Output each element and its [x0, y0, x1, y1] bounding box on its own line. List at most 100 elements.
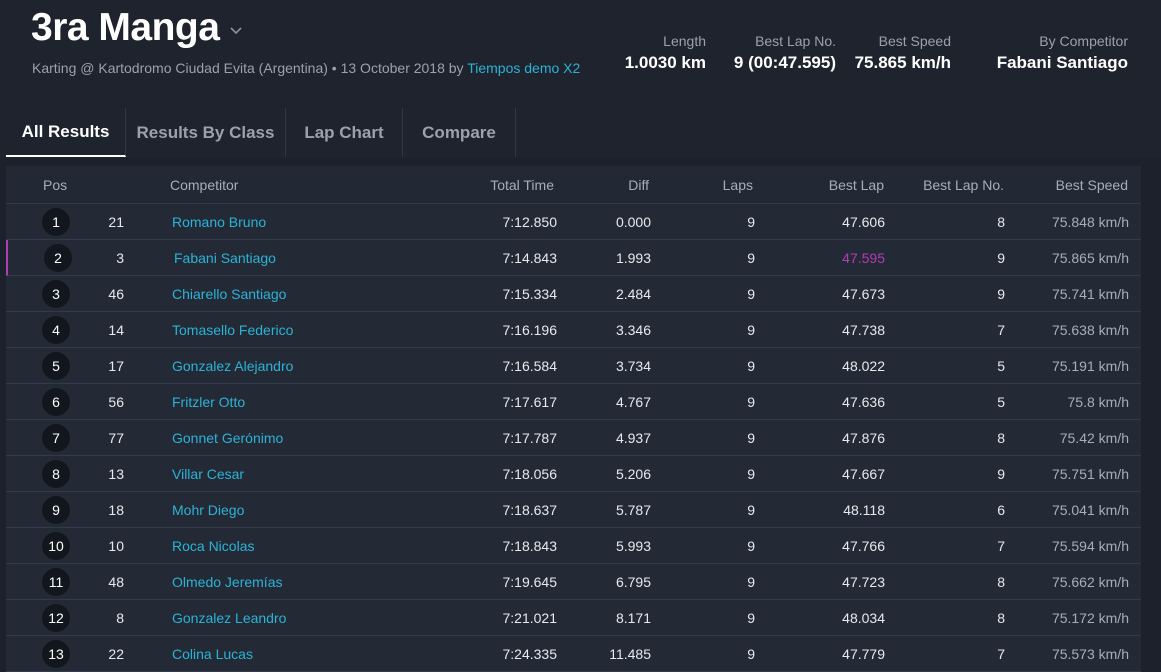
- total-time: 7:19.645: [502, 574, 558, 590]
- total-time: 7:21.021: [502, 610, 558, 626]
- best-speed: 75.594 km/h: [1051, 538, 1129, 554]
- best-lap-time: 47.673: [842, 286, 885, 302]
- best-lap-number: 5: [997, 394, 1005, 410]
- best-lap-time: 48.034: [842, 610, 885, 626]
- best-lap-time: 47.667: [842, 466, 885, 482]
- diff-time: 6.795: [615, 574, 651, 590]
- table-row[interactable]: 9 18 Mohr Diego 7:18.637 5.787 9 48.118 …: [6, 492, 1141, 528]
- best-speed: 75.172 km/h: [1051, 610, 1129, 626]
- best-speed: 75.848 km/h: [1051, 214, 1129, 230]
- best-speed: 75.8 km/h: [1067, 394, 1129, 410]
- competitor-link[interactable]: Roca Nicolas: [172, 538, 255, 554]
- total-time: 7:18.056: [502, 466, 558, 482]
- chevron-down-icon[interactable]: [229, 24, 243, 38]
- competitor-link[interactable]: Chiarello Santiago: [172, 286, 287, 302]
- stat-value: Fabani Santiago: [996, 53, 1128, 72]
- tab-compare[interactable]: Compare: [403, 108, 516, 157]
- competitor-link[interactable]: Gonzalez Leandro: [172, 610, 287, 626]
- best-speed: 75.741 km/h: [1051, 286, 1129, 302]
- laps-count: 9: [747, 538, 755, 554]
- col-best-lap[interactable]: Best Lap: [828, 177, 884, 193]
- stat-value: 9 (00:47.595): [733, 53, 836, 72]
- best-lap-time: 47.876: [842, 430, 885, 446]
- best-lap-number: 7: [997, 646, 1005, 662]
- table-row[interactable]: 5 17 Gonzalez Alejandro 7:16.584 3.734 9…: [6, 348, 1141, 384]
- table-row[interactable]: 7 77 Gonnet Gerónimo 7:17.787 4.937 9 47…: [6, 420, 1141, 456]
- col-competitor[interactable]: Competitor: [170, 177, 239, 193]
- results-table: Pos Competitor Total Time Diff Laps Best…: [6, 166, 1141, 672]
- kart-number: 17: [108, 358, 124, 374]
- position-badge: 4: [42, 316, 70, 344]
- best-speed: 75.638 km/h: [1051, 322, 1129, 338]
- diff-time: 11.485: [609, 646, 651, 662]
- laps-count: 9: [747, 646, 755, 662]
- competitor-link[interactable]: Mohr Diego: [172, 502, 245, 518]
- total-time: 7:18.843: [502, 538, 558, 554]
- kart-number: 13: [108, 466, 124, 482]
- stat-by-competitor: By Competitor Fabani Santiago: [997, 32, 1128, 76]
- col-best-speed[interactable]: Best Speed: [1055, 177, 1128, 193]
- title-row[interactable]: 3ra Manga: [31, 6, 243, 50]
- tab-bar: All Results Results By Class Lap Chart C…: [6, 108, 516, 157]
- page-title: 3ra Manga: [31, 6, 220, 49]
- event-description: Karting @ Kartodromo Ciudad Evita (Argen…: [32, 60, 464, 76]
- best-lap-number: 8: [997, 574, 1005, 590]
- diff-time: 5.206: [615, 466, 651, 482]
- best-speed: 75.041 km/h: [1051, 502, 1129, 518]
- col-pos[interactable]: Pos: [43, 177, 68, 193]
- tab-results-by-class[interactable]: Results By Class: [126, 108, 286, 157]
- table-row[interactable]: 6 56 Fritzler Otto 7:17.617 4.767 9 47.6…: [6, 384, 1141, 420]
- laps-count: 9: [747, 322, 755, 338]
- best-lap-time: 48.118: [843, 502, 885, 518]
- competitor-link[interactable]: Gonzalez Alejandro: [172, 358, 294, 374]
- best-speed: 75.42 km/h: [1059, 430, 1129, 446]
- stat-length: Length 1.0030 km: [625, 32, 706, 76]
- competitor-link[interactable]: Villar Cesar: [172, 466, 245, 482]
- competitor-link[interactable]: Olmedo Jeremías: [172, 574, 283, 590]
- col-best-lap-no[interactable]: Best Lap No.: [923, 177, 1004, 193]
- table-row[interactable]: 13 22 Colina Lucas 7:24.335 11.485 9 47.…: [6, 636, 1141, 672]
- competitor-link[interactable]: Fritzler Otto: [172, 394, 246, 410]
- competitor-link[interactable]: Fabani Santiago: [174, 250, 276, 266]
- stat-label: Best Lap No.: [755, 33, 836, 49]
- tab-lap-chart[interactable]: Lap Chart: [286, 108, 403, 157]
- best-speed: 75.662 km/h: [1051, 574, 1129, 590]
- col-total-time[interactable]: Total Time: [490, 177, 554, 193]
- laps-count: 9: [747, 358, 755, 374]
- table-row[interactable]: 4 14 Tomasello Federico 7:16.196 3.346 9…: [6, 312, 1141, 348]
- table-row[interactable]: 12 8 Gonzalez Leandro 7:21.021 8.171 9 4…: [6, 600, 1141, 636]
- competitor-link[interactable]: Colina Lucas: [172, 646, 253, 662]
- table-body: 1 21 Romano Bruno 7:12.850 0.000 9 47.60…: [6, 204, 1141, 672]
- best-lap-time: 47.636: [842, 394, 885, 410]
- kart-number: 10: [108, 538, 124, 554]
- diff-time: 8.171: [615, 610, 651, 626]
- total-time: 7:14.843: [502, 250, 558, 266]
- table-row[interactable]: 3 46 Chiarello Santiago 7:15.334 2.484 9…: [6, 276, 1141, 312]
- position-badge: 9: [42, 496, 70, 524]
- diff-time: 5.787: [615, 502, 651, 518]
- competitor-link[interactable]: Gonnet Gerónimo: [172, 430, 284, 446]
- tab-all-results[interactable]: All Results: [6, 108, 126, 157]
- position-badge: 13: [42, 640, 70, 668]
- table-row[interactable]: 11 48 Olmedo Jeremías 7:19.645 6.795 9 4…: [6, 564, 1141, 600]
- diff-time: 0.000: [615, 214, 651, 230]
- kart-number: 14: [108, 322, 124, 338]
- position-badge: 3: [42, 280, 70, 308]
- laps-count: 9: [747, 466, 755, 482]
- table-row[interactable]: 8 13 Villar Cesar 7:18.056 5.206 9 47.66…: [6, 456, 1141, 492]
- table-row[interactable]: 2 3 Fabani Santiago 7:14.843 1.993 9 47.…: [6, 240, 1141, 276]
- position-badge: 6: [42, 388, 70, 416]
- competitor-link[interactable]: Tomasello Federico: [172, 322, 294, 338]
- stat-value: 75.865 km/h: [854, 53, 951, 72]
- table-row[interactable]: 1 21 Romano Bruno 7:12.850 0.000 9 47.60…: [6, 204, 1141, 240]
- diff-time: 3.734: [615, 358, 651, 374]
- competitor-link[interactable]: Romano Bruno: [172, 214, 267, 230]
- position-badge: 8: [42, 460, 70, 488]
- stat-best-lap-no: Best Lap No. 9 (00:47.595): [734, 32, 836, 76]
- table-row[interactable]: 10 10 Roca Nicolas 7:18.843 5.993 9 47.7…: [6, 528, 1141, 564]
- col-laps[interactable]: Laps: [722, 177, 753, 193]
- best-lap-number: 8: [997, 430, 1005, 446]
- laps-count: 9: [747, 430, 755, 446]
- col-diff[interactable]: Diff: [628, 177, 649, 193]
- organizer-link[interactable]: Tiempos demo X2: [467, 60, 581, 76]
